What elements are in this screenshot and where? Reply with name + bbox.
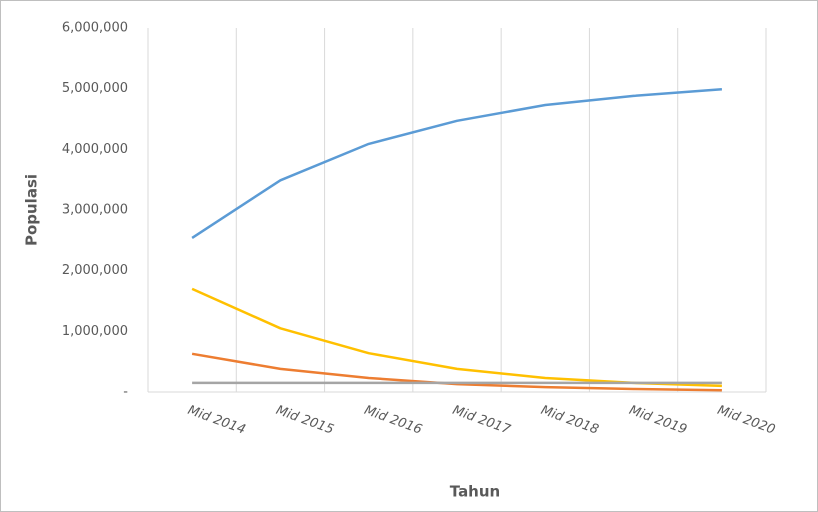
y-tick-label: 5,000,000 xyxy=(62,81,128,96)
x-axis-title: Tahun xyxy=(450,483,500,501)
y-tick-label: 1,000,000 xyxy=(62,324,128,339)
y-tick-label: 2,000,000 xyxy=(62,263,128,278)
y-tick-label: 6,000,000 xyxy=(62,21,128,36)
y-tick-label: 4,000,000 xyxy=(62,142,128,157)
series-line xyxy=(191,88,722,239)
y-tick-label: 3,000,000 xyxy=(62,203,128,218)
y-axis-title: Populasi xyxy=(23,174,41,246)
y-tick-label: - xyxy=(123,385,128,400)
